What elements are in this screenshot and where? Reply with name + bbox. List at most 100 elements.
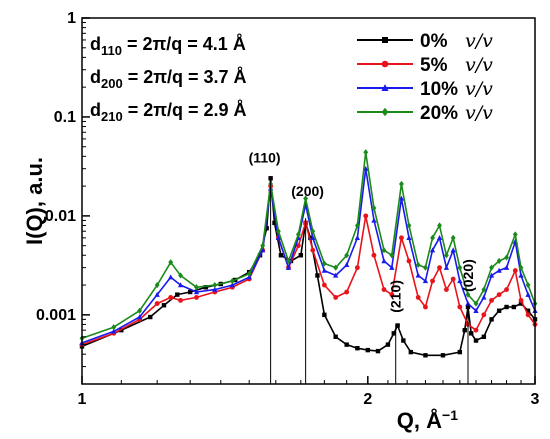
y-axis-title: I(Q), a.u. [22, 157, 47, 245]
series-2-point [406, 258, 412, 264]
plot-frame [81, 17, 536, 385]
series-4-point [399, 180, 404, 188]
series-2-point [450, 276, 456, 282]
series-4-point [363, 149, 369, 156]
series-4-point [168, 259, 174, 266]
series-4-point [430, 234, 435, 241]
series-4-point [457, 264, 463, 271]
series-1-point [525, 308, 531, 313]
series-3-point [481, 294, 487, 300]
series-4-point [111, 324, 117, 331]
d-spacing-annotation: d110 = 2π/q = 4.1 Å [90, 34, 246, 58]
d-spacing-annotation: d210 = 2π/q = 2.9 Å [90, 100, 247, 124]
series-1-point [462, 327, 467, 333]
series-1-point [272, 220, 277, 226]
series-2-point [443, 287, 449, 293]
series-1-point [203, 285, 208, 290]
series-1-point [440, 353, 446, 358]
series-3-point [525, 291, 531, 297]
peak-lines-layer: (110) (200) (210) (020) [249, 150, 476, 384]
legend-unit: v/v [465, 102, 493, 124]
series-1-point [333, 334, 338, 339]
series-4-point [450, 234, 456, 241]
series-3-point [212, 286, 218, 292]
series-2-point [457, 304, 463, 310]
series-1-point [511, 304, 517, 310]
series-4-line [81, 151, 536, 339]
series-3-point [260, 247, 266, 253]
series-4-point [295, 231, 301, 238]
series-3-point [193, 289, 200, 295]
series-1-point [161, 303, 167, 308]
legend-marker-4 [381, 107, 389, 117]
y-tick-label: 0.1 [54, 109, 76, 126]
x-tick-label: 1 [78, 391, 87, 408]
series-4-point [504, 254, 509, 261]
series-1-point [278, 253, 284, 258]
legend-label: 5% [420, 55, 448, 76]
peak-label: (110) [249, 150, 281, 166]
series-1-point [385, 342, 391, 347]
series-4 [79, 149, 538, 342]
series-1-point [518, 301, 524, 306]
series-1-point [401, 338, 406, 343]
series-1-point [355, 346, 360, 351]
series-3-point [275, 234, 282, 241]
series-3-point [381, 258, 387, 264]
x-axis-title-exponent: −1 [442, 407, 458, 423]
series-2-point [321, 282, 327, 288]
series-2-point [437, 265, 442, 271]
series-2-point [344, 289, 350, 295]
series-4-point [496, 257, 502, 265]
series-3-point [465, 300, 471, 306]
series-4-point [229, 277, 235, 285]
series-4-point [303, 195, 309, 202]
series-4-point [194, 284, 199, 291]
series-4-point [443, 252, 449, 259]
series-3-point [285, 264, 292, 270]
series-3-point [406, 234, 412, 241]
series-2-point [489, 297, 494, 303]
series-1-point [315, 273, 320, 278]
series-1-point [423, 353, 428, 358]
series-4-point [260, 242, 266, 249]
series-3-point [111, 328, 117, 334]
y-tick-label: 0.01 [45, 208, 76, 225]
series-1-point [391, 331, 396, 336]
legend-label: 10% [420, 79, 458, 100]
series-2-point [423, 304, 428, 310]
peak-label: (210) [388, 280, 404, 313]
series-3-point [473, 307, 479, 313]
series-2-point [415, 294, 421, 300]
series-2-point [168, 294, 174, 300]
series-1-point [298, 253, 303, 258]
series-2-point [194, 294, 199, 300]
series-2-point [154, 301, 160, 306]
x-axis-title: Q, Å−1 [397, 407, 458, 433]
series-2-point [481, 312, 487, 318]
series-2-point [525, 312, 531, 318]
series-4-point [406, 222, 412, 229]
y-tick-label: 0.001 [36, 307, 76, 324]
series-3-point [443, 264, 450, 270]
series-1-point [308, 235, 313, 241]
x-tick-label: 2 [363, 391, 372, 408]
series-3-point [429, 247, 436, 253]
series-2-point [430, 278, 435, 284]
series-3-point [344, 261, 350, 268]
series-4-point [178, 272, 183, 279]
series-4-point [415, 261, 421, 268]
series-3-point [177, 282, 184, 288]
series-3-point [136, 314, 143, 320]
series-2-point [504, 287, 509, 293]
series-2-point [518, 297, 524, 303]
series-3-line [81, 167, 536, 344]
series-1-point [496, 308, 502, 313]
series-1-point [322, 312, 327, 318]
series-3-point [229, 282, 235, 288]
series-1-point [481, 334, 487, 339]
series-4-point [137, 307, 143, 314]
series-3-point [450, 247, 456, 253]
series-2-point [295, 243, 301, 249]
